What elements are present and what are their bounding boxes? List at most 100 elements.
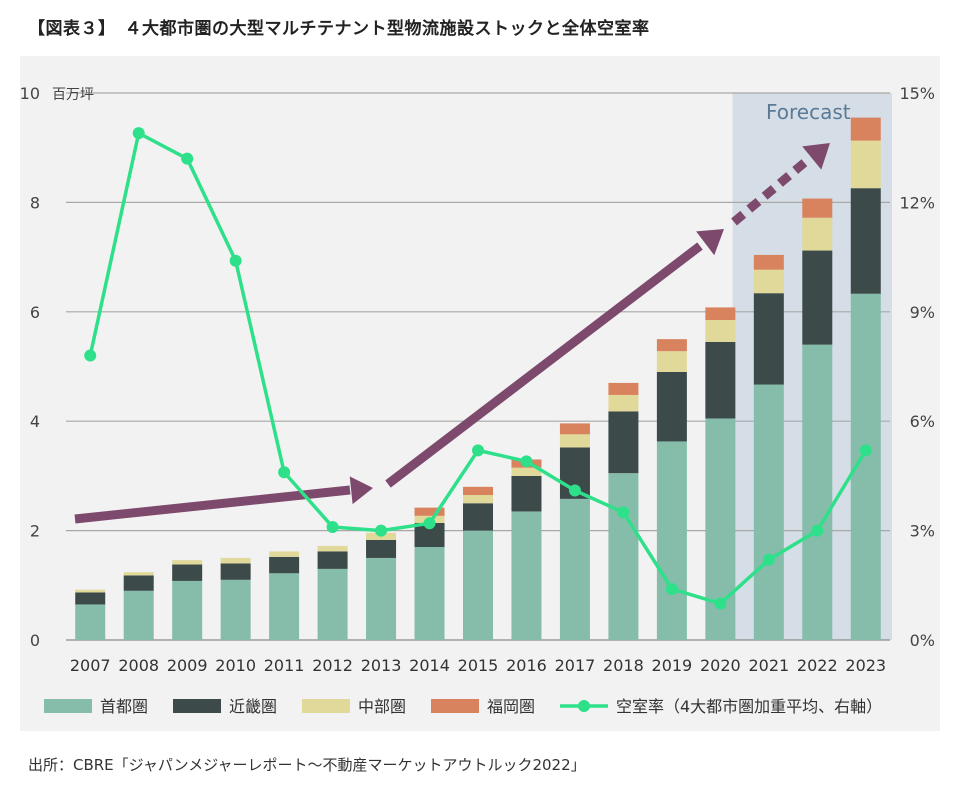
vacancy-point <box>181 152 194 165</box>
bar-segment <box>414 507 445 516</box>
vacancy-point <box>617 506 630 519</box>
y2-tick-label: 9% <box>910 303 935 322</box>
y-tick-label: 10 <box>20 84 40 103</box>
vacancy-point <box>278 466 291 479</box>
bar-segment <box>75 592 106 605</box>
bar-segment <box>559 498 590 640</box>
x-tick-label: 2023 <box>845 656 886 675</box>
source-note: 出所：CBRE「ジャパンメジャーレポート～不動産マーケットアウトルック2022」 <box>28 756 586 774</box>
bar-segment <box>220 563 251 580</box>
bar-segment <box>172 580 203 640</box>
legend-label: 中部圏 <box>358 697 406 716</box>
vacancy-point <box>714 597 727 610</box>
x-tick-label: 2011 <box>264 656 305 675</box>
y-tick-label: 4 <box>30 412 40 431</box>
x-tick-label: 2020 <box>700 656 741 675</box>
bar-segment <box>705 341 736 419</box>
vacancy-point <box>762 553 775 566</box>
bar-segment <box>753 293 784 385</box>
x-tick-label: 2007 <box>70 656 111 675</box>
y-axis-unit: 百万坪 <box>52 87 94 103</box>
bar-segment <box>269 573 300 640</box>
bar-segment <box>172 560 203 565</box>
x-tick-label: 2021 <box>748 656 789 675</box>
bar-segment <box>656 441 687 640</box>
y2-tick-label: 0% <box>910 631 935 650</box>
bar-segment <box>705 307 736 321</box>
bar-segment <box>608 394 639 412</box>
y2-tick-label: 12% <box>899 193 935 212</box>
vacancy-point <box>326 520 339 533</box>
legend-label: 空室率（4大都市圏加重平均、右軸） <box>616 697 882 716</box>
x-tick-label: 2017 <box>555 656 596 675</box>
bar-segment <box>317 551 348 569</box>
vacancy-point <box>665 582 678 595</box>
vacancy-point <box>132 127 145 140</box>
bar-segment <box>75 589 106 593</box>
y2-tick-label: 15% <box>899 84 935 103</box>
bar-segment <box>511 467 542 476</box>
bar-segment <box>850 117 881 141</box>
y-tick-label: 8 <box>30 193 40 212</box>
trend-arrow-forecast <box>731 154 813 226</box>
vacancy-point <box>375 524 388 537</box>
x-tick-label: 2022 <box>797 656 838 675</box>
x-tick-label: 2013 <box>361 656 402 675</box>
bar-segment <box>463 486 493 496</box>
bar-segment <box>608 473 639 640</box>
forecast-label: Forecast <box>766 100 851 124</box>
x-tick-label: 2016 <box>506 656 547 675</box>
bar-segment <box>269 556 300 574</box>
y-tick-label: 2 <box>30 522 40 541</box>
trend-arrow-head <box>696 229 724 256</box>
bar-segment <box>656 371 687 442</box>
y-tick-label: 6 <box>30 303 40 322</box>
trend-arrow-rising <box>385 242 703 488</box>
vacancy-point <box>568 484 581 497</box>
legend-label: 首都圏 <box>100 697 148 716</box>
legend-swatch <box>44 699 92 713</box>
x-tick-label: 2009 <box>167 656 208 675</box>
bar-segment <box>753 269 784 294</box>
legend-label: 近畿圏 <box>229 697 277 716</box>
bar-segment <box>269 551 300 557</box>
bar-segment <box>802 198 833 218</box>
legend-swatch <box>302 699 350 713</box>
trend-arrow-flat <box>74 485 351 524</box>
vacancy-point <box>472 444 484 457</box>
bar-segment <box>123 575 154 591</box>
bar-segment <box>608 382 639 395</box>
x-tick-label: 2014 <box>409 656 450 675</box>
bar-segment <box>705 320 736 342</box>
bar-segment <box>753 384 784 640</box>
bar-segment <box>753 254 784 270</box>
bar-segment <box>608 411 639 474</box>
x-tick-label: 2012 <box>312 656 353 675</box>
bar-segment <box>366 557 397 640</box>
bar-segment <box>317 568 348 640</box>
chart-canvas: Forecast 0 2 4 6 8 10 百万坪 0% 3% 6% 9% 12% 15% 2007 200… <box>20 84 935 716</box>
legend-swatch <box>431 699 479 713</box>
bar-segment <box>463 503 493 531</box>
bar-segment <box>366 539 397 558</box>
y-tick-label: 0 <box>30 631 40 650</box>
legend-line-marker <box>578 700 590 712</box>
bar-segment <box>123 590 154 640</box>
vacancy-point <box>811 524 824 537</box>
vacancy-point <box>84 349 97 362</box>
bar-segment <box>802 250 833 345</box>
x-tick-label: 2019 <box>652 656 693 675</box>
x-tick-label: 2018 <box>603 656 644 675</box>
bar-segment <box>656 351 687 372</box>
bar-segment <box>656 339 687 352</box>
bar-segment <box>511 475 542 512</box>
y2-tick-label: 3% <box>910 522 935 541</box>
y2-tick-label: 6% <box>910 412 935 431</box>
legend-label: 福岡圏 <box>487 697 535 716</box>
bar-segment <box>802 217 833 251</box>
x-tick-label: 2015 <box>458 656 499 675</box>
bar-segment <box>850 140 881 189</box>
bar-segment <box>559 434 590 448</box>
chart-title: 【図表３】 ４大都市圏の大型マルチテナント型物流施設ストックと全体空室率 <box>28 19 650 39</box>
bar-segment <box>220 579 251 640</box>
